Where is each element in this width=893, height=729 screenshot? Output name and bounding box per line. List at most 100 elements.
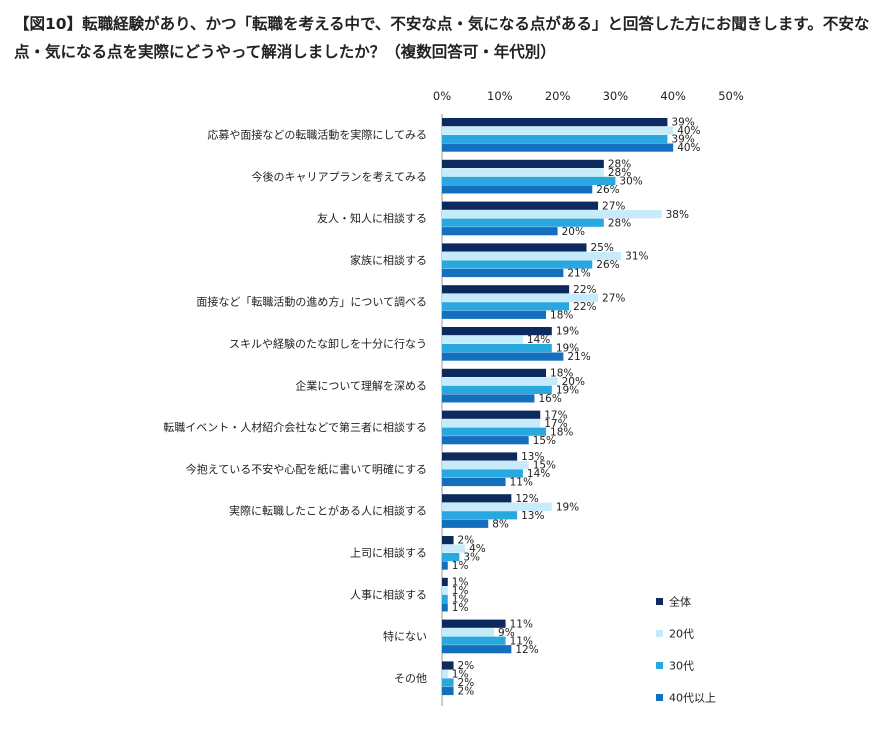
bar-value-label: 12% [515, 644, 538, 656]
bar [442, 410, 541, 419]
bar [442, 310, 547, 319]
category-label: 今抱えている不安や心配を紙に書いて明確にする [186, 462, 427, 476]
category-label: 応募や面接などの転職活動を実際にしてみる [207, 128, 427, 142]
bar-value-label: 14% [527, 334, 550, 346]
bar [442, 628, 495, 637]
bar [442, 645, 512, 654]
bar [442, 218, 604, 227]
bar-value-label: 30% [619, 176, 642, 188]
bar-value-label: 2% [458, 660, 475, 672]
category-label: スキルや経験のたな卸しを十分に行なう [229, 337, 427, 351]
bar-value-label: 26% [596, 259, 619, 271]
bar [442, 502, 552, 511]
bar-value-label: 13% [521, 451, 544, 463]
bar-value-label: 39% [671, 117, 694, 129]
bar-value-label: 9% [498, 627, 515, 639]
bar-value-label: 12% [515, 493, 538, 505]
bar-value-label: 15% [533, 460, 556, 472]
bar-value-label: 19% [556, 326, 579, 338]
bar [442, 344, 552, 353]
x-tick-label: 30% [603, 89, 629, 103]
bar [442, 285, 570, 294]
bar-value-label: 18% [550, 368, 573, 380]
bar [442, 210, 662, 219]
bar [442, 159, 604, 168]
bar [442, 636, 506, 645]
bar [442, 118, 668, 127]
bar [442, 176, 616, 185]
bar-value-label: 39% [671, 134, 694, 146]
bar [442, 594, 448, 603]
bar-value-label: 28% [608, 217, 631, 229]
bar-value-label: 18% [550, 426, 573, 438]
bar-value-label: 14% [527, 468, 550, 480]
bar-value-label: 27% [602, 292, 625, 304]
bar [442, 577, 448, 586]
bar [442, 135, 668, 144]
bar-value-label: 28% [608, 167, 631, 179]
bar [442, 327, 552, 336]
bar [442, 519, 489, 528]
bar [442, 268, 564, 278]
bar [442, 494, 512, 503]
bar [442, 686, 454, 696]
bar [442, 293, 599, 302]
bar-value-label: 11% [510, 635, 533, 647]
legend-swatch [656, 630, 663, 637]
bar-value-label: 1% [452, 669, 469, 681]
bar [442, 126, 674, 135]
bar [442, 469, 523, 478]
legend-swatch [656, 598, 663, 605]
bar-value-label: 25% [591, 242, 614, 254]
bar-value-label: 17% [544, 409, 567, 421]
bar-value-label: 31% [625, 251, 648, 263]
bar [442, 377, 558, 386]
bar [442, 201, 599, 210]
bar-value-label: 21% [567, 351, 590, 363]
bar-value-label: 26% [596, 184, 619, 196]
bar-value-label: 1% [452, 577, 469, 589]
bar [442, 561, 448, 570]
bar-value-label: 2% [458, 686, 475, 698]
bar-value-label: 22% [573, 284, 596, 296]
bar [442, 678, 454, 687]
bar [442, 260, 593, 269]
bar [442, 619, 506, 628]
category-label: 友人・知人に相談する [317, 211, 427, 225]
x-tick-label: 40% [660, 89, 686, 103]
bar-value-label: 8% [492, 518, 509, 530]
bar-value-label: 16% [538, 393, 561, 405]
bar-value-label: 3% [463, 552, 480, 564]
bar-value-label: 17% [544, 418, 567, 430]
x-tick-label: 20% [545, 89, 571, 103]
bar [442, 168, 604, 177]
bar-value-label: 1% [452, 602, 469, 614]
legend-swatch [656, 662, 663, 669]
bar [442, 394, 535, 403]
bar-value-label: 27% [602, 200, 625, 212]
bar-value-label: 19% [556, 501, 579, 513]
bar [442, 335, 523, 344]
bar [442, 661, 454, 670]
bar [442, 511, 518, 520]
category-label: 特にない [383, 629, 427, 643]
bar-value-label: 40% [677, 125, 700, 137]
legend-swatch [656, 694, 663, 701]
bar-value-label: 2% [458, 535, 475, 547]
category-label: 今後のキャリアプランを考えてみる [252, 169, 427, 183]
bar [442, 227, 558, 236]
category-label: 家族に相談する [350, 253, 427, 267]
category-label: その他 [394, 672, 427, 685]
x-tick-label: 0% [433, 89, 451, 103]
bar [442, 385, 552, 394]
bar-value-label: 15% [533, 435, 556, 447]
bar-value-label: 1% [452, 560, 469, 572]
category-label: 人事に相談する [350, 587, 427, 601]
chart-title: 【図10】転職経験があり、かつ「転職を考える中で、不安な点・気になる点がある」と… [14, 15, 870, 61]
bar [442, 427, 547, 436]
category-label: 転職イベント・人材紹介会社などで第三者に相談する [163, 420, 427, 434]
bar [442, 352, 564, 361]
legend-label: 40代以上 [669, 692, 716, 705]
bar [442, 460, 529, 470]
